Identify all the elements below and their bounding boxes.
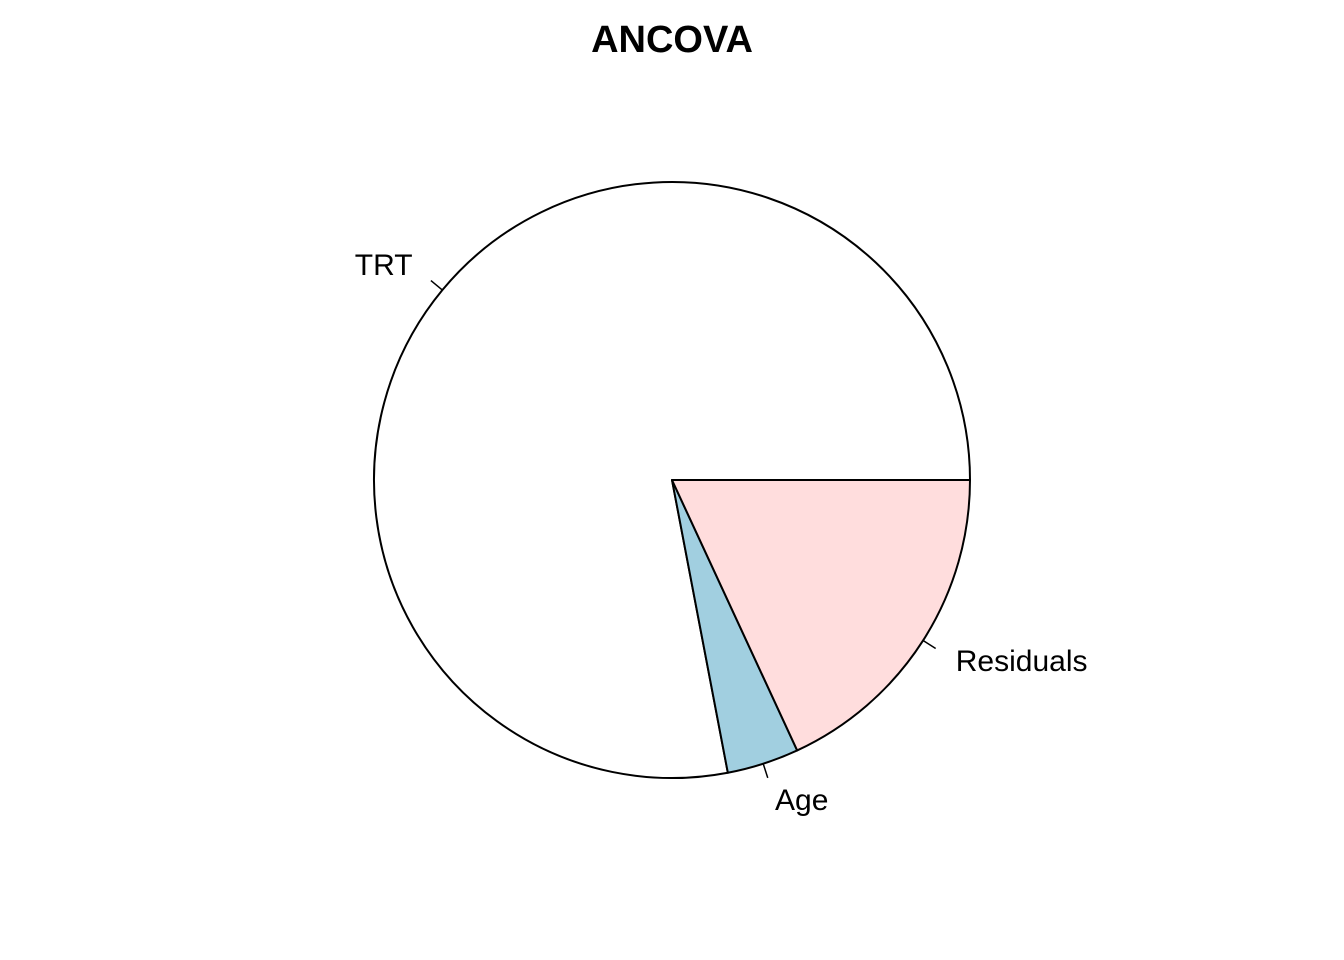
chart-title: ANCOVA (591, 19, 753, 61)
pie-label-trt: TRT (355, 249, 413, 282)
pie-label-tick-age (762, 763, 769, 779)
pie-slices (373, 181, 971, 779)
pie-label-residuals: Residuals (956, 645, 1088, 678)
pie-label-tick-trt (430, 279, 443, 291)
pie-slice-residuals (671, 479, 971, 752)
pie-labels: TRT Age Residuals (355, 249, 1088, 817)
pie-label-age: Age (775, 784, 828, 817)
pie-slice-trt (373, 181, 971, 779)
pie-label-tick-residuals (922, 639, 937, 650)
